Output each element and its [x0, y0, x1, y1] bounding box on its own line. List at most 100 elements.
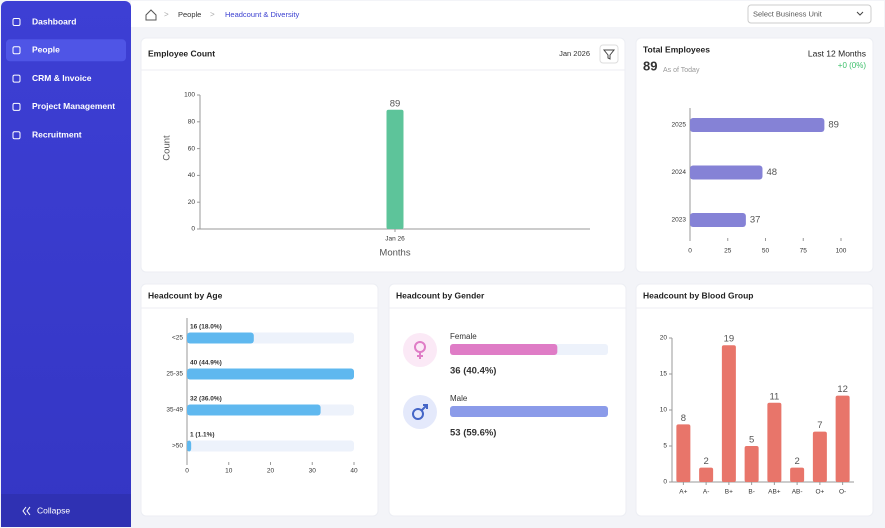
bar: [386, 109, 404, 229]
track: [187, 440, 354, 452]
value-label: 12: [837, 384, 848, 395]
value-label: 37: [750, 215, 761, 226]
gender-icon: [412, 408, 424, 420]
value-label: 36 (40.4%): [450, 366, 496, 377]
x-tick-label: 40: [350, 468, 358, 475]
value-label: 19: [724, 334, 735, 345]
x-tick-label: B+: [725, 489, 733, 496]
category-label: Female: [450, 332, 477, 341]
bar: [187, 368, 354, 380]
value-label: 2: [703, 456, 708, 467]
bar: [812, 431, 827, 482]
category-label: Male: [450, 394, 468, 403]
nav-icon: [12, 18, 21, 26]
value-label: 40 (44.9%): [190, 360, 222, 367]
x-tick-label: O+: [815, 489, 824, 496]
panel: [140, 283, 379, 517]
y-tick-label: 20: [188, 199, 196, 206]
select[interactable]: [747, 4, 872, 24]
bar: [690, 118, 825, 132]
bar: [450, 344, 558, 355]
bar: [690, 213, 746, 227]
change: +0 (0%): [838, 61, 867, 70]
x-tick-label: 10: [225, 468, 233, 475]
bar: [450, 406, 608, 417]
value-label: 11: [769, 391, 779, 402]
value-label: 89: [828, 120, 839, 131]
y-tick-label: 10: [660, 407, 668, 414]
value-label: 2: [794, 456, 799, 467]
nav-item[interactable]: People: [32, 45, 60, 55]
collapse-bar[interactable]: [1, 494, 131, 527]
gender-icon: [421, 404, 428, 411]
bar: [676, 424, 691, 482]
nav-item[interactable]: Dashboard: [32, 16, 76, 26]
x-tick-label: AB-: [792, 489, 803, 496]
y-tick-label: 25-35: [166, 371, 183, 378]
value-label: 1 (1.1%): [190, 432, 215, 439]
bar: [690, 165, 763, 180]
y-tick-label: 40: [188, 172, 196, 179]
bar: [187, 332, 254, 344]
panel-title: Total Employees: [643, 44, 710, 54]
select-placeholder[interactable]: Select Business Unit: [753, 9, 823, 18]
bar: [767, 402, 782, 482]
y-tick-label: 35-49: [166, 407, 183, 414]
breadcrumb[interactable]: People: [178, 10, 201, 19]
x-axis-label: Months: [379, 248, 410, 259]
panel-title: Headcount by Gender: [396, 290, 485, 300]
y-tick-label: 5: [663, 443, 667, 450]
x-tick-label: Jan 26: [385, 236, 405, 243]
value-label: 53 (59.6%): [450, 428, 496, 439]
bar: [744, 446, 759, 482]
y-tick-label: <25: [172, 335, 183, 342]
y-tick-label: >50: [172, 443, 183, 450]
home-icon[interactable]: [145, 9, 157, 21]
bar: [187, 440, 192, 452]
nav-item[interactable]: CRM & Invoice: [32, 73, 92, 83]
nav-item[interactable]: Project Management: [32, 101, 115, 111]
y-tick-label: 2025: [672, 122, 687, 129]
nav-item[interactable]: Recruitment: [32, 129, 82, 139]
x-tick-label: A-: [703, 489, 710, 496]
value-label: 7: [817, 420, 822, 431]
x-tick-label: 50: [762, 248, 770, 255]
period: Last 12 Months: [808, 48, 866, 58]
filter-button[interactable]: [599, 44, 619, 64]
nav-icon: [12, 46, 21, 55]
gender-icon: [417, 352, 423, 359]
sidebar: [1, 1, 131, 527]
nav-icon: [12, 131, 21, 140]
separator: >: [164, 10, 169, 19]
value-label: 16 (18.0%): [190, 324, 222, 331]
x-tick-label: 75: [800, 248, 808, 255]
breadcrumb-current: Headcount & Diversity: [225, 10, 299, 19]
x-tick-label: 20: [267, 468, 275, 475]
nav-icon: [12, 74, 21, 83]
panel: [140, 37, 626, 273]
gender-icon-bg: [403, 333, 437, 367]
x-tick-label: 0: [688, 248, 692, 255]
y-tick-label: 100: [184, 92, 195, 99]
y-tick-label: 80: [188, 119, 196, 126]
nav-active: [6, 39, 126, 62]
total: 89: [643, 58, 657, 73]
chevron: [856, 11, 864, 16]
y-tick-label: 20: [660, 335, 668, 342]
y-tick-label: 2024: [672, 169, 687, 176]
panel-title: Employee Count: [148, 48, 215, 58]
filter-icon: [602, 49, 616, 60]
nav-icon: [12, 102, 21, 111]
x-tick-label: 0: [185, 468, 189, 475]
y-tick-label: 0: [191, 226, 195, 233]
y-tick-label: 60: [188, 145, 196, 152]
collapse[interactable]: Collapse: [37, 505, 70, 515]
y-axis-label: Count: [162, 135, 173, 161]
collapse-icon: [22, 506, 31, 516]
y-tick-label: 0: [663, 479, 667, 486]
panel-title: Headcount by Blood Group: [643, 290, 754, 300]
y-tick-label: 15: [660, 371, 668, 378]
x-tick-label: 25: [724, 248, 732, 255]
bar: [721, 345, 736, 482]
separator: >: [210, 10, 215, 19]
